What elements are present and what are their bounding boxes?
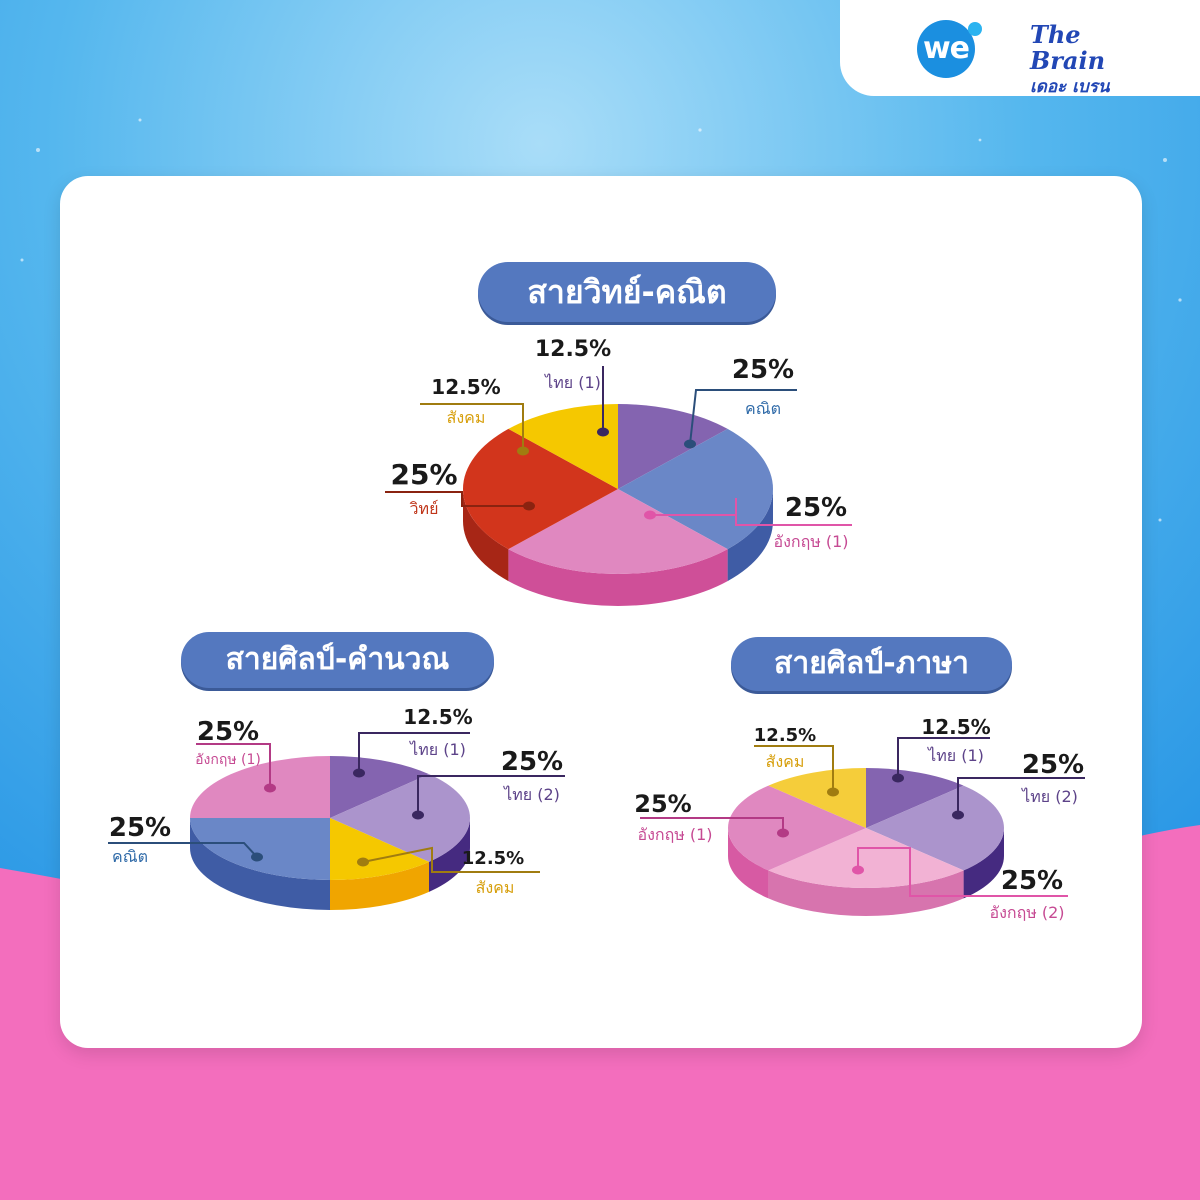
slice-marker-4 [777,828,789,838]
pie-slice-1 [618,404,728,489]
slice-marker-3 [852,865,864,875]
slice-value-label-4: 25% [634,790,691,818]
we-logo-dot [968,22,982,36]
slice-category-label-3: อังกฤษ (2) [989,903,1064,922]
pie-side-4 [463,489,509,582]
slice-category-label-1: ไทย (1) [543,373,601,392]
slice-value-label-3: 25% [785,493,847,523]
sparkles [20,118,1182,522]
the-brain-logo: The Brain เดอะ เบรน [1030,22,1150,100]
pie-side-3 [508,549,728,606]
pie-side-2 [963,828,1004,899]
slice-value-label-3: 25% [1001,866,1063,896]
leader-line-2 [957,777,1085,815]
slice-marker-3 [644,510,656,520]
slice-category-label-2: ไทย (2) [1020,787,1078,806]
slice-category-label-3: อังกฤษ (1) [773,532,848,551]
pie-slice-3 [330,818,429,880]
slice-marker-1 [353,768,365,778]
logo-tab [840,0,1200,96]
slice-value-label-2: 25% [1022,750,1084,780]
slice-value-label-4: 25% [109,813,171,843]
slice-value-label-1: 12.5% [535,337,611,362]
leader-line-5 [196,743,271,788]
slice-value-label-2: 25% [501,747,563,777]
we-logo: we [917,20,975,78]
slice-marker-4 [523,501,535,511]
slice-marker-5 [827,787,839,797]
pie-slice-2 [618,428,773,550]
pie-slice-5 [768,768,866,828]
leader-line-3 [857,847,1068,897]
leader-line-4 [108,842,258,858]
pie-side-4 [728,828,769,899]
slice-marker-2 [412,810,424,820]
slice-value-label-5: 12.5% [431,375,500,399]
leader-line-4 [640,817,784,833]
pie-chart-3: 12.5% ไทย (1) 25% ไทย (2) 25% อังกฤษ (2) 25% อั… [634,715,1085,922]
pie-slice-2 [330,774,470,862]
leader-line-2 [689,389,797,445]
pie-slice-4 [728,785,866,871]
slice-category-label-5: สังคม [447,408,486,427]
slice-value-label-2: 25% [732,355,794,385]
slice-marker-1 [597,427,609,437]
slice-category-label-4: คณิต [112,847,148,866]
leader-line-3 [362,846,540,873]
slice-value-label-5: 25% [197,717,259,747]
leader-line-5 [420,403,524,451]
pie-slice-4 [463,428,618,550]
slice-category-label-1: ไทย (1) [926,746,984,765]
slice-category-label-5: อังกฤษ (1) [195,752,261,768]
pie-slice-5 [190,756,330,818]
pie-slice-2 [866,785,1004,871]
slice-marker-3 [357,857,369,867]
slice-value-label-3: 12.5% [462,848,524,869]
slice-category-label-4: วิทย์ [410,499,439,518]
slice-category-label-3: สังคม [476,878,515,897]
slice-value-label-1: 12.5% [403,705,472,729]
slice-value-label-5: 12.5% [754,725,816,746]
pie-slice-5 [508,404,618,489]
pie-side-3 [330,861,429,910]
pie-slice-1 [866,768,964,828]
slice-marker-5 [517,446,529,456]
slice-value-label-4: 25% [390,458,457,491]
slice-marker-1 [892,773,904,783]
leader-line-1 [358,732,470,773]
chart-title-arts-math: สายศิลป์-คำนวณ [181,632,494,688]
slice-marker-2 [952,810,964,820]
chart-title-sci-math: สายวิทย์-คณิต [478,262,776,322]
pie-side-2 [428,818,470,892]
pie-side-2 [727,489,773,582]
leader-line-1 [897,737,990,778]
slice-category-label-5: สังคม [766,752,805,771]
leader-line-4 [385,491,529,507]
slice-category-label-1: ไทย (1) [408,740,466,759]
pie-chart-1: 12.5% ไทย (1) 25% คณิต 25% อังกฤษ (1) 25% วิทย์… [385,337,852,606]
slice-category-label-2: คณิต [745,399,781,418]
slice-marker-2 [684,439,696,449]
slice-category-label-4: อังกฤษ (1) [637,825,712,844]
slice-marker-5 [264,783,276,793]
pie-slice-3 [508,489,728,574]
pie-slice-3 [768,828,964,889]
slice-value-label-1: 12.5% [921,715,990,739]
leader-line-5 [754,745,834,792]
pie-slice-4 [190,818,330,880]
pie-chart-2: 12.5% ไทย (1) 25% ไทย (2) 12.5% สังคม 25% คณิต 2… [108,705,565,910]
chart-title-arts-lang: สายศิลป์-ภาษา [731,637,1012,691]
slice-marker-4 [251,852,263,862]
pie-side-4 [190,818,330,910]
leader-line-2 [417,775,565,815]
the-brain-logo-text: The Brain [1030,20,1106,75]
pie-side-3 [768,870,964,917]
the-brain-logo-thai: เดอะ เบรน [1030,77,1110,97]
leader-line-3 [650,498,852,526]
slice-category-label-2: ไทย (2) [502,785,560,804]
